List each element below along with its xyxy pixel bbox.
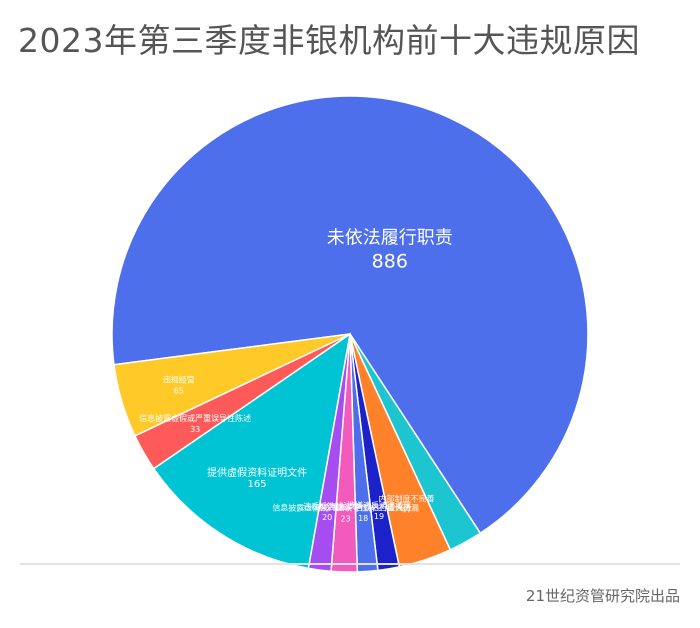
footer-divider <box>20 563 680 565</box>
slice-label-9: 违规经营 <box>163 374 195 384</box>
slice-value-6: 20 <box>322 513 332 522</box>
pie-slice-7 <box>152 332 352 570</box>
slice-value-4: 18 <box>358 514 368 523</box>
slice-label-0: 未依法履行职责 <box>327 228 453 249</box>
slice-value-2: 47 <box>401 505 411 514</box>
slice-label-7: 提供虚假资料证明文件 <box>207 466 307 479</box>
slice-label-2: 内部制度不完善 <box>379 493 435 503</box>
slice-value-8: 33 <box>190 425 200 434</box>
chart-title: 2023年第三季度非银机构前十大违规原因 <box>18 21 640 60</box>
slice-label-4: 违规发布广告或进行虚假、 <box>315 502 411 512</box>
pie-slice-0 <box>111 95 589 535</box>
source-credit: 21世纪资管研究院出品 <box>525 587 680 605</box>
pie-slice-9 <box>113 333 351 437</box>
pie-slices <box>111 95 589 573</box>
slice-value-7: 165 <box>248 479 267 490</box>
slice-label-8: 信息披露虚假或严重误导性陈述 <box>139 413 251 423</box>
slice-value-3: 19 <box>374 512 384 521</box>
slice-value-9: 65 <box>174 386 184 395</box>
slice-label-6: 违反反洗钱法 <box>303 501 351 511</box>
slice-value-0: 886 <box>372 251 408 273</box>
slice-label-3: 涉嫌违反法律法规 <box>347 500 411 510</box>
slice-value-5: 23 <box>341 514 351 523</box>
slice-label-5: 信息披露虚假或严重误导性陈述,重大遗漏 <box>272 502 419 512</box>
